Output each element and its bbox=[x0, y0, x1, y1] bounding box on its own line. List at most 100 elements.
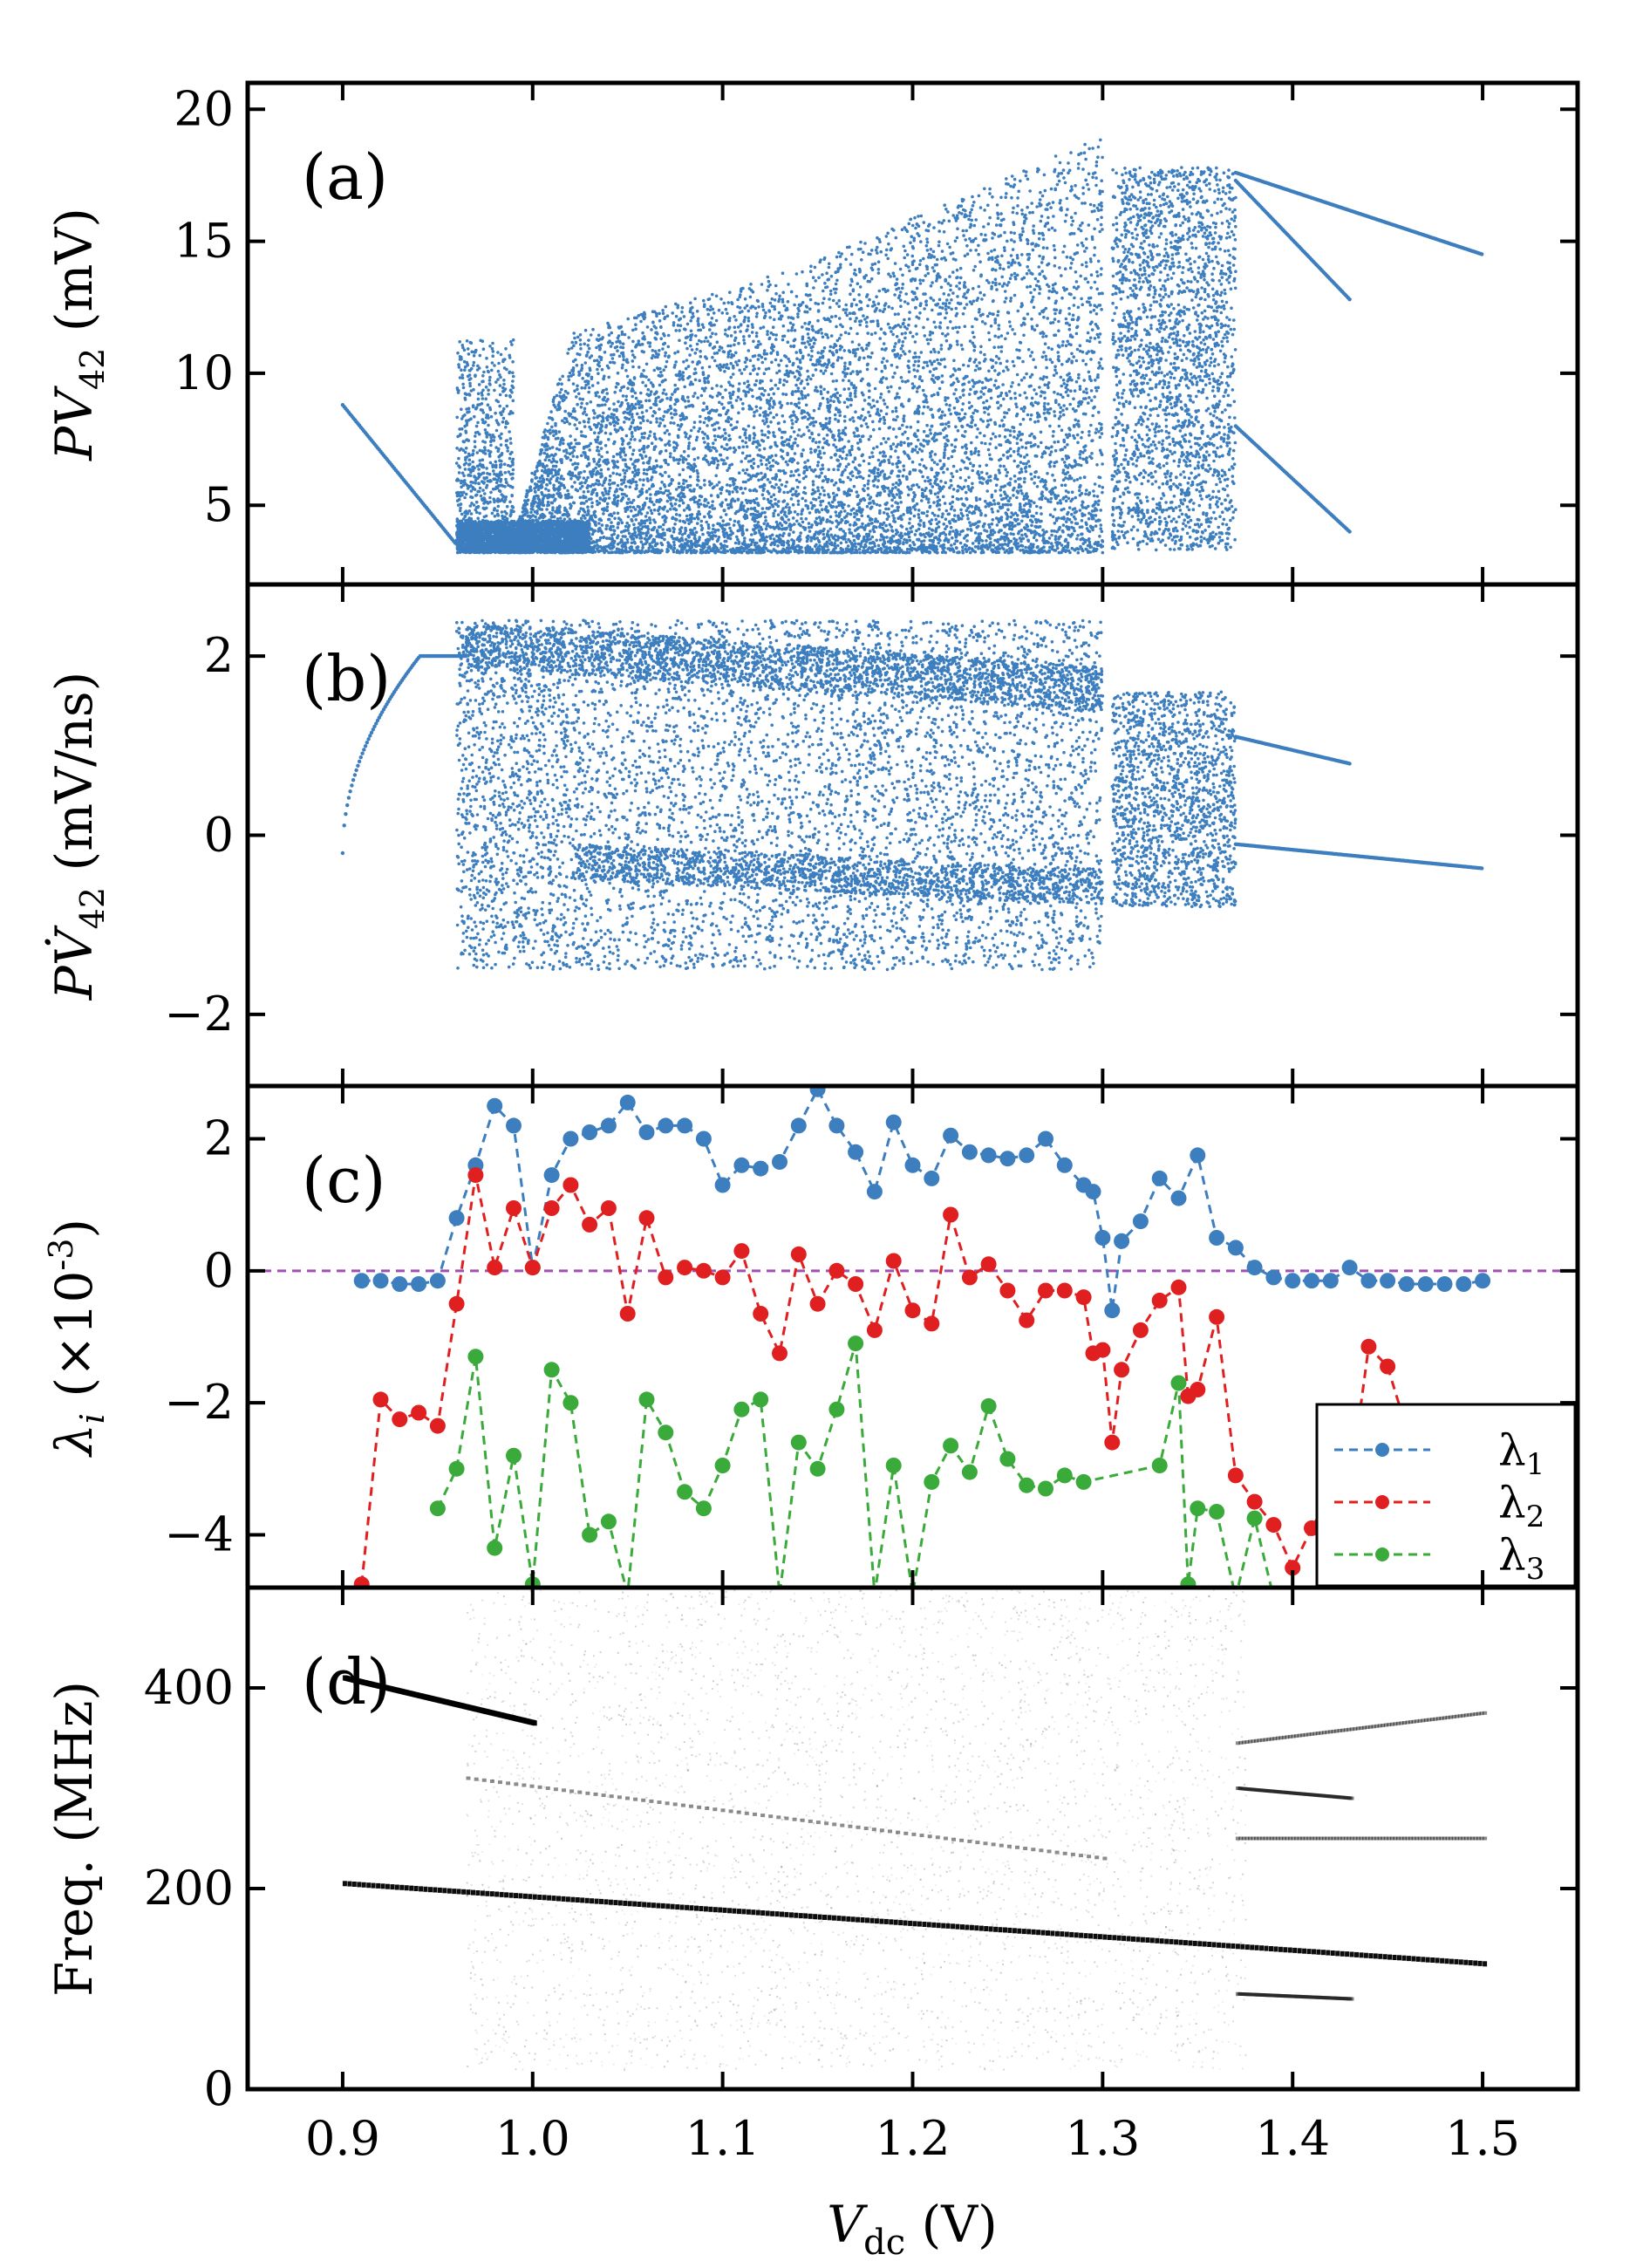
data-point bbox=[922, 400, 925, 404]
data-point bbox=[813, 265, 817, 270]
data-point bbox=[633, 428, 638, 432]
data-point bbox=[638, 489, 642, 494]
data-point bbox=[817, 406, 821, 411]
data-point bbox=[505, 504, 509, 509]
data-point bbox=[897, 386, 902, 390]
data-point bbox=[797, 401, 801, 405]
data-point bbox=[839, 501, 842, 504]
data-point bbox=[786, 401, 789, 406]
data-point bbox=[823, 369, 828, 372]
data-point bbox=[668, 454, 672, 459]
data-point bbox=[719, 297, 723, 301]
data-point bbox=[1037, 236, 1041, 241]
data-point bbox=[632, 316, 637, 320]
data-point bbox=[800, 512, 803, 516]
data-point bbox=[960, 212, 964, 215]
data-point bbox=[924, 398, 928, 401]
data-point bbox=[680, 305, 685, 310]
data-point bbox=[1009, 297, 1013, 300]
data-point bbox=[794, 272, 799, 276]
data-point bbox=[689, 319, 692, 323]
data-point bbox=[589, 484, 593, 488]
data-point bbox=[627, 531, 631, 536]
data-point bbox=[503, 471, 508, 475]
data-point bbox=[866, 493, 870, 497]
data-point bbox=[988, 453, 992, 457]
data-point bbox=[1094, 312, 1099, 316]
data-point bbox=[458, 509, 462, 513]
data-point bbox=[913, 359, 917, 364]
data-point bbox=[597, 453, 601, 456]
data-point bbox=[824, 417, 828, 420]
data-point bbox=[1099, 427, 1103, 432]
data-point bbox=[750, 533, 753, 536]
data-point bbox=[925, 237, 929, 241]
data-point bbox=[982, 293, 986, 297]
data-point bbox=[1060, 447, 1064, 452]
data-point bbox=[972, 344, 976, 348]
data-point bbox=[858, 285, 862, 289]
data-point bbox=[1047, 345, 1051, 350]
data-point bbox=[955, 339, 959, 344]
data-point bbox=[1088, 430, 1091, 434]
data-point bbox=[1060, 344, 1065, 347]
data-point bbox=[876, 458, 881, 462]
data-point bbox=[719, 491, 723, 495]
data-point bbox=[1094, 305, 1099, 309]
data-point bbox=[875, 538, 878, 543]
data-point bbox=[796, 502, 801, 507]
data-point bbox=[1088, 310, 1093, 314]
data-point bbox=[731, 372, 735, 376]
data-point bbox=[999, 494, 1003, 497]
data-point bbox=[669, 507, 672, 511]
data-point bbox=[832, 443, 835, 447]
data-point bbox=[974, 218, 978, 222]
data-point bbox=[944, 316, 947, 320]
data-point bbox=[1010, 263, 1013, 267]
data-point bbox=[946, 456, 951, 461]
data-point bbox=[878, 337, 882, 340]
data-point bbox=[499, 463, 502, 467]
data-point bbox=[1078, 456, 1082, 460]
data-point bbox=[778, 400, 782, 404]
data-point bbox=[493, 388, 496, 393]
data-point bbox=[1091, 172, 1095, 175]
data-point bbox=[878, 417, 883, 421]
data-point bbox=[1045, 358, 1048, 361]
data-point bbox=[843, 509, 847, 513]
data-point bbox=[892, 274, 897, 278]
data-point bbox=[803, 486, 807, 489]
data-point bbox=[491, 464, 494, 468]
data-point bbox=[880, 460, 883, 464]
data-point bbox=[922, 429, 926, 434]
data-point bbox=[1100, 204, 1103, 208]
data-point bbox=[835, 391, 839, 395]
data-point bbox=[753, 367, 756, 371]
data-point bbox=[469, 512, 474, 516]
data-point bbox=[605, 502, 610, 506]
data-point bbox=[901, 474, 905, 478]
data-point bbox=[724, 307, 728, 311]
data-point bbox=[917, 364, 920, 368]
data-point bbox=[1011, 210, 1015, 215]
data-point bbox=[1053, 508, 1057, 511]
data-point bbox=[644, 399, 648, 403]
data-point bbox=[760, 304, 765, 309]
data-point bbox=[869, 507, 873, 510]
data-point bbox=[659, 490, 663, 495]
data-point bbox=[607, 375, 610, 379]
data-point bbox=[545, 453, 549, 456]
data-point bbox=[890, 330, 893, 333]
data-point bbox=[1026, 265, 1029, 269]
data-point bbox=[778, 380, 781, 385]
data-point bbox=[996, 313, 999, 318]
data-point bbox=[794, 478, 799, 482]
data-point bbox=[841, 470, 845, 474]
data-point bbox=[727, 434, 731, 438]
data-point bbox=[501, 416, 506, 420]
data-point bbox=[1025, 372, 1028, 376]
data-point bbox=[848, 360, 852, 365]
data-point bbox=[794, 295, 799, 298]
data-point bbox=[725, 544, 729, 549]
data-point bbox=[951, 536, 954, 540]
